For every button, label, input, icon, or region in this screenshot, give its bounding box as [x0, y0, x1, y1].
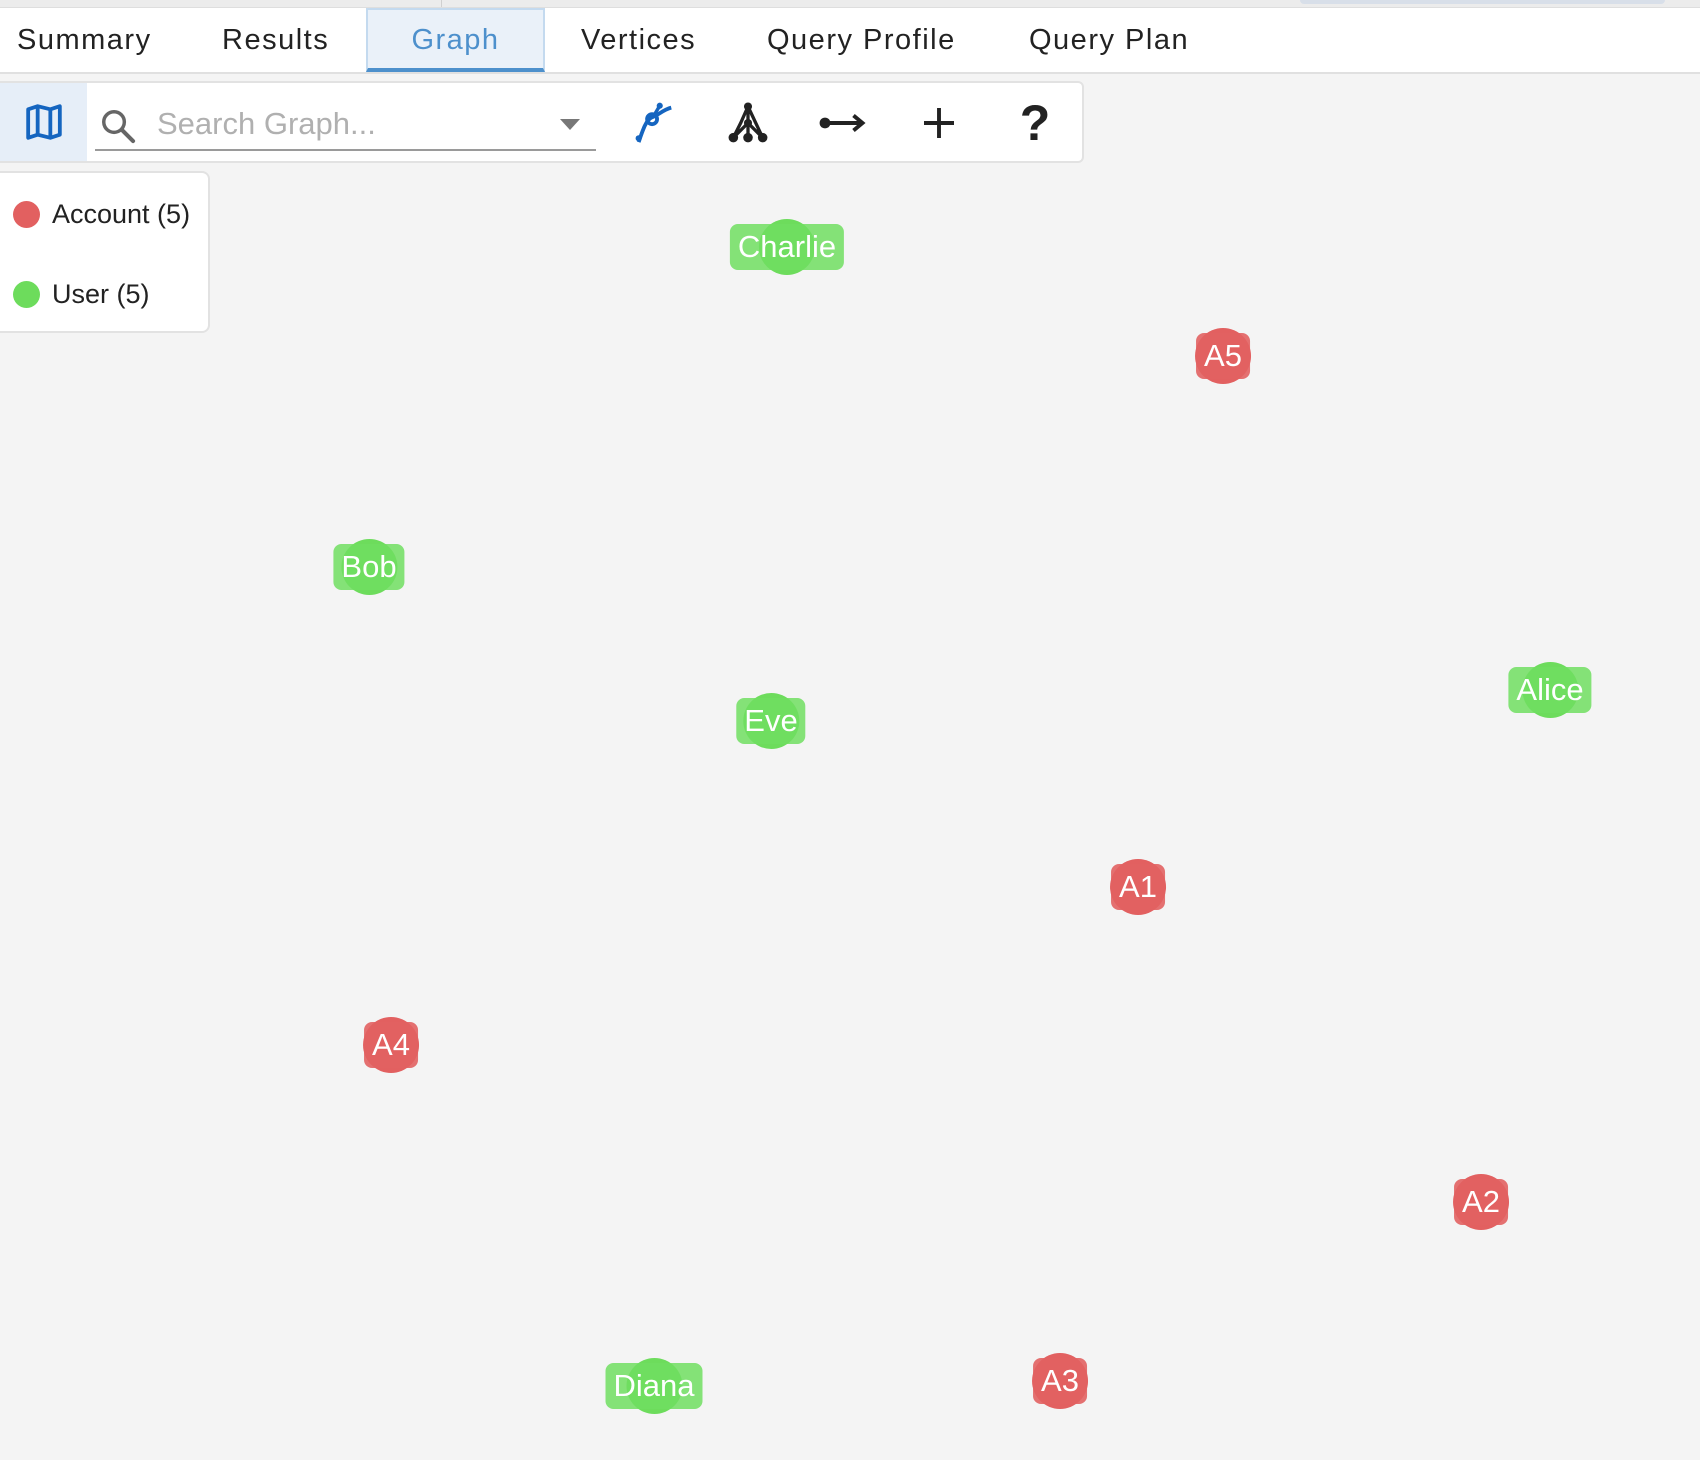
legend-label: User (5) [52, 279, 150, 309]
edge-arrow-icon [819, 114, 866, 132]
tab-query-plan[interactable]: Query Plan [1029, 24, 1190, 56]
graph-node[interactable]: Eve [736, 693, 806, 749]
path-button[interactable] [626, 95, 682, 151]
graph-search [95, 97, 596, 151]
tab-summary[interactable]: Summary [17, 24, 152, 56]
top-strip [0, 0, 1700, 8]
graph-node[interactable]: A1 [1109, 859, 1166, 915]
graph-node[interactable]: Bob [333, 539, 405, 595]
tab-bar: Summary Results Graph Vertices Query Pro… [0, 8, 1700, 74]
legend: Account (5) User (5) [0, 171, 210, 333]
divider [441, 0, 442, 7]
plus-icon [924, 108, 954, 138]
graph-node[interactable]: A3 [1031, 1353, 1088, 1409]
graph-node[interactable]: Charlie [729, 219, 845, 275]
graph-node[interactable]: Alice [1508, 662, 1592, 718]
top-pill [1300, 0, 1665, 4]
help-icon: ? [1019, 95, 1051, 151]
tab-results[interactable]: Results [222, 24, 330, 56]
map-icon [25, 104, 62, 140]
legend-dot-icon [13, 201, 40, 228]
legend-item-user[interactable]: User (5) [13, 279, 150, 310]
legend-dot-icon [13, 281, 40, 308]
legend-item-account[interactable]: Account (5) [13, 199, 190, 230]
add-button[interactable] [911, 95, 967, 151]
graph-node[interactable]: A4 [362, 1017, 419, 1073]
tab-vertices[interactable]: Vertices [581, 24, 697, 56]
graph-toolbar: ? [0, 81, 1084, 163]
tab-graph[interactable]: Graph [366, 8, 545, 72]
hierarchy-button[interactable] [720, 95, 776, 151]
search-icon [102, 110, 136, 144]
edge-button[interactable] [815, 95, 871, 151]
graph-node[interactable]: Diana [605, 1358, 703, 1414]
chevron-down-icon[interactable] [560, 119, 580, 131]
map-toggle-button[interactable] [0, 83, 87, 161]
graph-node[interactable]: A5 [1194, 328, 1251, 384]
help-button[interactable]: ? [1007, 95, 1063, 151]
tab-query-profile[interactable]: Query Profile [767, 24, 956, 56]
hierarchy-icon [728, 102, 768, 143]
search-input[interactable] [155, 101, 539, 147]
legend-label: Account (5) [52, 199, 191, 229]
path-icon [635, 102, 672, 143]
graph-node[interactable]: A2 [1452, 1174, 1509, 1230]
